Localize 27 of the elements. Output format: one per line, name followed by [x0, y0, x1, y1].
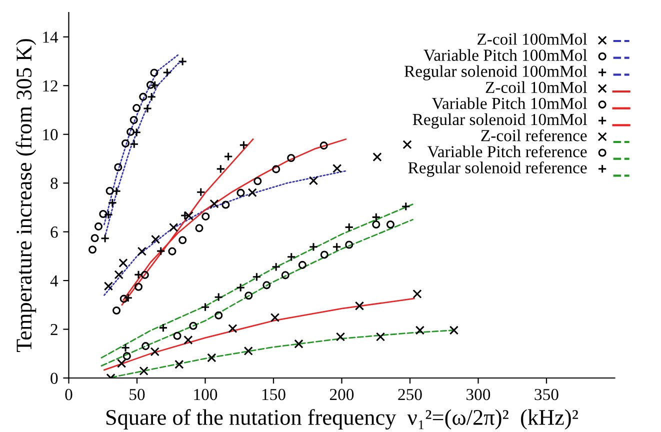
x-tick-label: 50 [130, 388, 145, 400]
y-tick-label: 8 [50, 178, 58, 190]
legend-label: Regular solenoid 10mMol [412, 113, 587, 129]
x-axis-title: Square of the nutation frequency ν₁²=(ω/2π)² (kHz)² [106, 409, 578, 430]
legend-label: Regular solenoid reference [408, 162, 587, 177]
legend-label: Variable Pitch 100mMol [424, 49, 587, 61]
x-tick-label: 250 [398, 388, 422, 400]
x-tick-label: 0 [65, 388, 72, 400]
y-tick-label: 10 [43, 129, 58, 140]
y-tick-label: 14 [43, 32, 58, 43]
x-tick-label: 150 [262, 388, 286, 400]
legend-label: Z-coil 100mMol [477, 33, 587, 45]
y-axis-title: Temperature increase (from 305 K) [16, 39, 36, 352]
legend-label: Variable Pitch 10mMol [432, 97, 587, 110]
y-tick-label: 2 [50, 324, 58, 336]
legend-label: Regular solenoid 100mMol [404, 65, 587, 80]
y-tick-label: 6 [50, 226, 58, 238]
x-tick-label: 100 [194, 388, 218, 400]
x-tick-label: 350 [534, 388, 558, 400]
legend-label: Variable Pitch reference [427, 145, 587, 158]
y-tick-label: 0 [50, 372, 58, 384]
legend-label: Z-coil 10mMol [486, 81, 587, 94]
y-tick-label: 4 [50, 275, 58, 286]
x-tick-label: 300 [466, 388, 490, 400]
y-tick-label: 12 [43, 80, 58, 92]
x-tick-label: 200 [330, 388, 354, 400]
legend-label: Z-coil reference [481, 129, 587, 142]
